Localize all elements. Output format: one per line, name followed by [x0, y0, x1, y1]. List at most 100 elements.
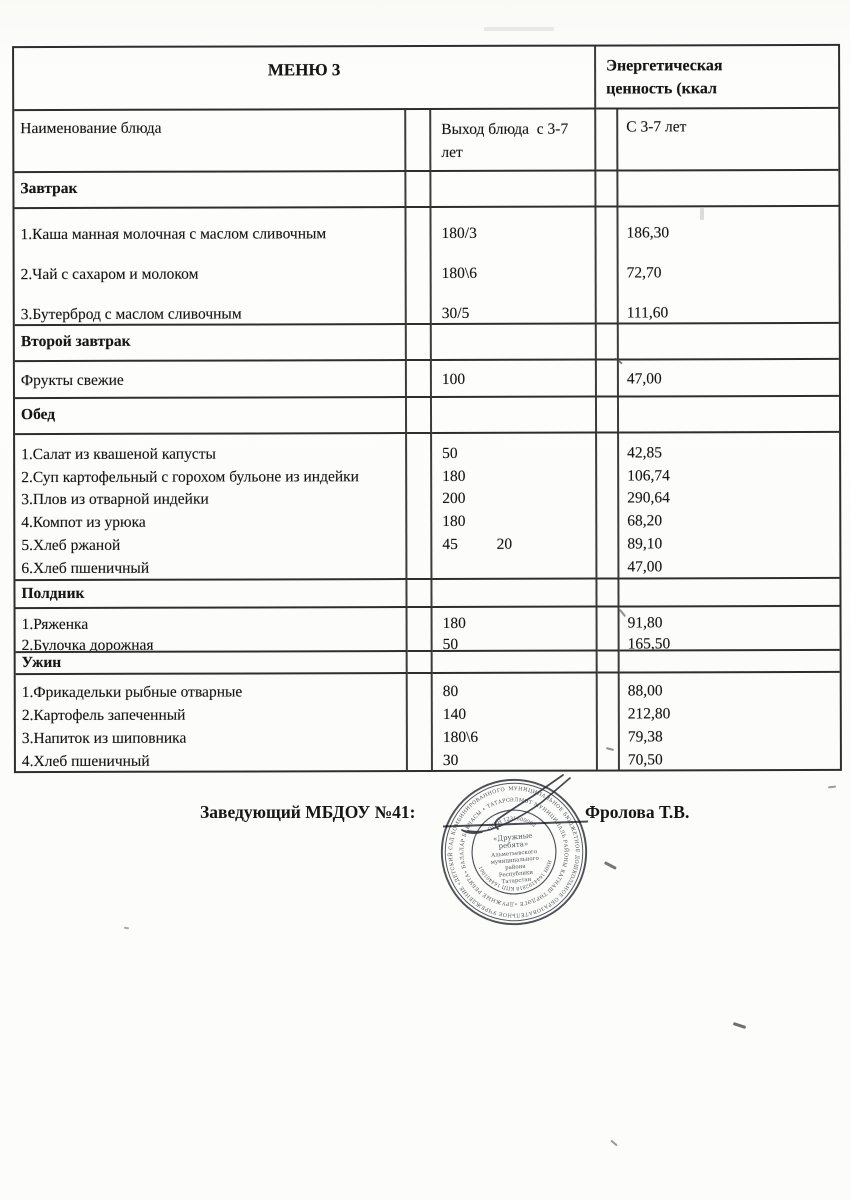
- menu-item-portion: 50: [442, 635, 459, 652]
- menu-item-portion: 180\6: [442, 728, 479, 746]
- energy-title: Энергетическая ценность (ккал: [606, 57, 723, 98]
- gutter-cell: [407, 433, 433, 581]
- section-header-snack: Полдник: [15, 580, 408, 610]
- lunch-energies: 42,85 106,74 290,64 68,20 89,10 47,00: [619, 432, 840, 580]
- gutter-cell: [596, 207, 619, 325]
- menu-item-energy: 186,30: [626, 224, 670, 242]
- menu-item-portion: 45 20: [442, 535, 513, 553]
- menu-item-name: 3.Бутерброд с маслом сливочным: [20, 305, 242, 324]
- scan-artifact: [827, 785, 837, 789]
- section-header-breakfast: Завтрак: [14, 172, 407, 210]
- stamp-center-line: «Дружные: [493, 831, 533, 843]
- gutter-cell: [407, 579, 433, 609]
- menu-item-portion: 80: [442, 682, 459, 700]
- gutter-cell: [407, 607, 433, 653]
- official-stamp: МУНИЦИПАЛЬНОЕ БЮДЖЕТНОЕ ДОШКОЛЬНОЕ ОБРАЗ…: [441, 778, 588, 926]
- empty-cell: [432, 579, 598, 608]
- second-breakfast-names: Фрукты свежие: [14, 361, 407, 400]
- dinner-energies: 88,00 212,80 79,38 70,50: [620, 673, 840, 770]
- gutter-cell: [596, 171, 619, 208]
- gutter-cell: [596, 360, 619, 398]
- menu-item-energy: 106,74: [627, 467, 670, 485]
- menu-item-energy: 79,38: [627, 728, 663, 746]
- header-portion: Выход блюда с 3-7 лет: [431, 109, 597, 172]
- menu-item-energy: 70,50: [627, 751, 663, 769]
- gutter-cell: [406, 207, 432, 326]
- stamp-center-line: района: [505, 864, 527, 872]
- menu-item-portion: 180\6: [441, 264, 477, 282]
- breakfast-names: 1.Каша манная молочная с маслом сливочны…: [14, 208, 407, 327]
- menu-item-name: 4.Компот из урюка: [21, 513, 146, 532]
- empty-cell: [619, 650, 840, 674]
- empty-cell: [618, 323, 839, 361]
- lunch-portions: 50 180 200 180 45 20: [432, 433, 598, 580]
- header-name: Наименование блюда: [14, 110, 407, 174]
- gutter-cell: [406, 171, 432, 209]
- menu-item-energy: 290,64: [627, 489, 670, 507]
- menu-item-portion: 180: [442, 467, 466, 485]
- header-energy: С 3-7 лет: [618, 108, 839, 172]
- gutter-cell: [406, 109, 432, 173]
- signature-name: Фролова Т.В.: [585, 802, 690, 822]
- menu-item-energy: 72,70: [626, 264, 662, 282]
- menu-item-portion: 50: [442, 444, 458, 462]
- stamp-center-line: Альметьевского: [491, 849, 538, 859]
- snack-portions: 180 50: [432, 607, 598, 652]
- menu-item-energy: 42,85: [627, 444, 663, 462]
- menu-item-name: 1.Ряженка: [21, 615, 89, 634]
- gutter-cell: [597, 579, 620, 608]
- stamp-center-line: муниципального: [490, 856, 539, 866]
- gutter-cell: [596, 324, 619, 361]
- empty-cell: [431, 324, 597, 361]
- gutter-cell: [597, 651, 620, 674]
- menu-item-name: 4.Хлеб пшеничный: [21, 752, 150, 771]
- menu-item-name: 1.Фрикадельки рыбные отварные: [21, 683, 243, 702]
- section-header-second-breakfast: Второй завтрак: [14, 325, 407, 363]
- gutter-cell: [596, 109, 619, 172]
- menu-item-energy: 88,00: [627, 682, 663, 700]
- second-breakfast-portions: 100: [431, 360, 597, 398]
- signature-label: Заведующий МБДОУ №41:: [200, 802, 416, 822]
- menu-item-energy: 89,10: [627, 535, 663, 553]
- scan-artifact: [610, 1139, 618, 1147]
- menu-item-energy: 212,80: [627, 705, 671, 723]
- gutter-cell: [597, 607, 620, 652]
- menu-item-name: 5.Хлеб ржаной: [21, 536, 121, 554]
- scan-artifact: [123, 926, 130, 930]
- snack-names: 1.Ряженка 2.Булочка дорожная: [15, 608, 408, 654]
- menu-item-name: 3.Плов из отварной индейки: [21, 490, 209, 509]
- snack-energies: 91,80 165,50: [619, 606, 840, 652]
- menu-item-name: Фрукты свежие: [20, 371, 124, 390]
- empty-cell: [432, 651, 598, 674]
- energy-title-cell: Энергетическая ценность (ккал: [596, 45, 839, 110]
- menu-item-energy: 165,50: [627, 635, 671, 652]
- gutter-cell: [406, 360, 432, 399]
- scan-artifact: [700, 208, 704, 220]
- menu-item-energy: 47,00: [627, 557, 663, 575]
- handwritten-signature: [461, 774, 571, 834]
- menu-item-name: 3.Напиток из шиповника: [21, 729, 187, 748]
- menu-item-energy: 47,00: [626, 370, 662, 388]
- gutter-cell: [406, 397, 433, 435]
- stamp-center-line: ребята»: [498, 839, 528, 851]
- scan-artifact: [484, 27, 554, 31]
- menu-item-name: 2.Чай с сахаром и молоком: [20, 265, 199, 284]
- lunch-names: 1.Салат из квашеной капусты 2.Суп картоф…: [15, 434, 408, 582]
- stamp-center-line: Татарстан: [502, 877, 532, 886]
- empty-cell: [618, 396, 840, 434]
- gutter-cell: [596, 397, 620, 434]
- second-breakfast-energies: 47,00: [618, 359, 839, 398]
- menu-table: МЕНЮ 3 Энергетическая ценность (ккал Наи…: [12, 43, 842, 774]
- menu-item-portion: 200: [442, 490, 466, 508]
- menu-item-name: 2.Картофель запеченный: [21, 706, 186, 725]
- menu-item-portion: 180/3: [441, 224, 477, 242]
- menu-item-name: 2.Суп картофельный с горохом бульоне из …: [21, 467, 359, 486]
- menu-item-energy: 68,20: [627, 512, 663, 530]
- section-header-dinner: Ужин: [15, 652, 408, 676]
- menu-title: МЕНЮ 3: [267, 60, 341, 80]
- menu-item-portion: 140: [442, 705, 467, 723]
- menu-item-portion: 180: [442, 513, 466, 531]
- breakfast-energies: 186,30 72,70 111,60: [618, 206, 839, 325]
- menu-item-energy: 91,80: [627, 614, 663, 632]
